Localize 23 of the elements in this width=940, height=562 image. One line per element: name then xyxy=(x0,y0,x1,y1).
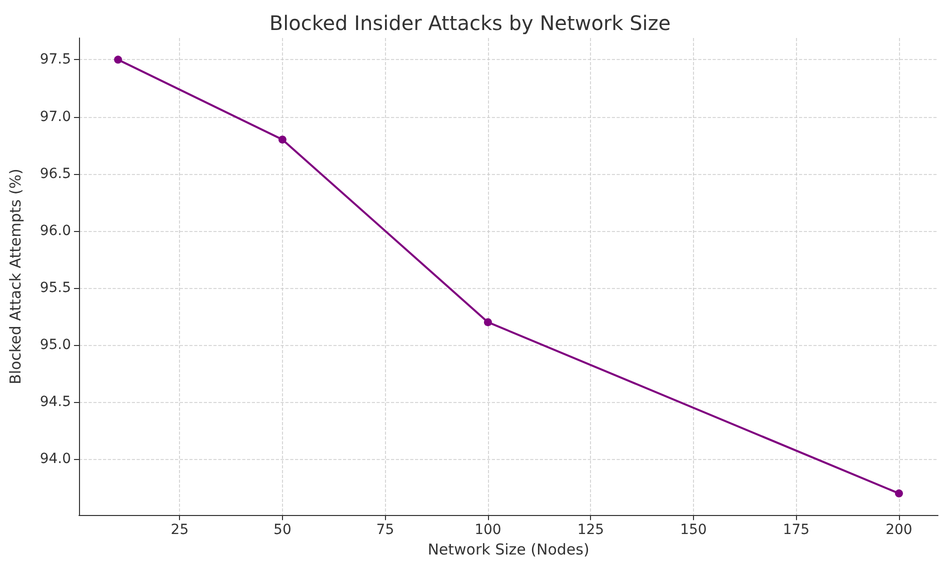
x-tick-label: 125 xyxy=(577,522,604,538)
y-tick-label: 94.0 xyxy=(40,451,71,468)
x-tick-label: 100 xyxy=(474,522,502,538)
x-tick-label: 25 xyxy=(170,522,189,538)
y-tick-label: 95.5 xyxy=(40,280,71,296)
y-tick-label: 96.5 xyxy=(40,166,71,182)
point xyxy=(278,136,286,144)
y-tick-label: 97.5 xyxy=(40,52,71,68)
point xyxy=(114,56,122,64)
x-tick-label: 200 xyxy=(886,522,912,538)
x-tick-label: 150 xyxy=(680,522,707,538)
point xyxy=(484,318,492,326)
x-axis-title: Network Size (Nodes) xyxy=(428,540,590,558)
x-tick-label: 75 xyxy=(376,522,394,538)
x-tick-label: 50 xyxy=(274,522,292,538)
y-tick-label: 95.0 xyxy=(40,337,71,354)
y-tick-label: 97.0 xyxy=(40,108,71,125)
point xyxy=(894,489,903,498)
y-tick-label: 94.5 xyxy=(40,394,71,410)
y-axis-title: Blocked Attack Attempts (%) xyxy=(6,168,24,384)
chart-title: Blocked Insider Attacks by Network Size xyxy=(269,11,671,35)
y-tick-label: 96.0 xyxy=(40,222,71,239)
x-tick-label: 175 xyxy=(782,522,810,538)
